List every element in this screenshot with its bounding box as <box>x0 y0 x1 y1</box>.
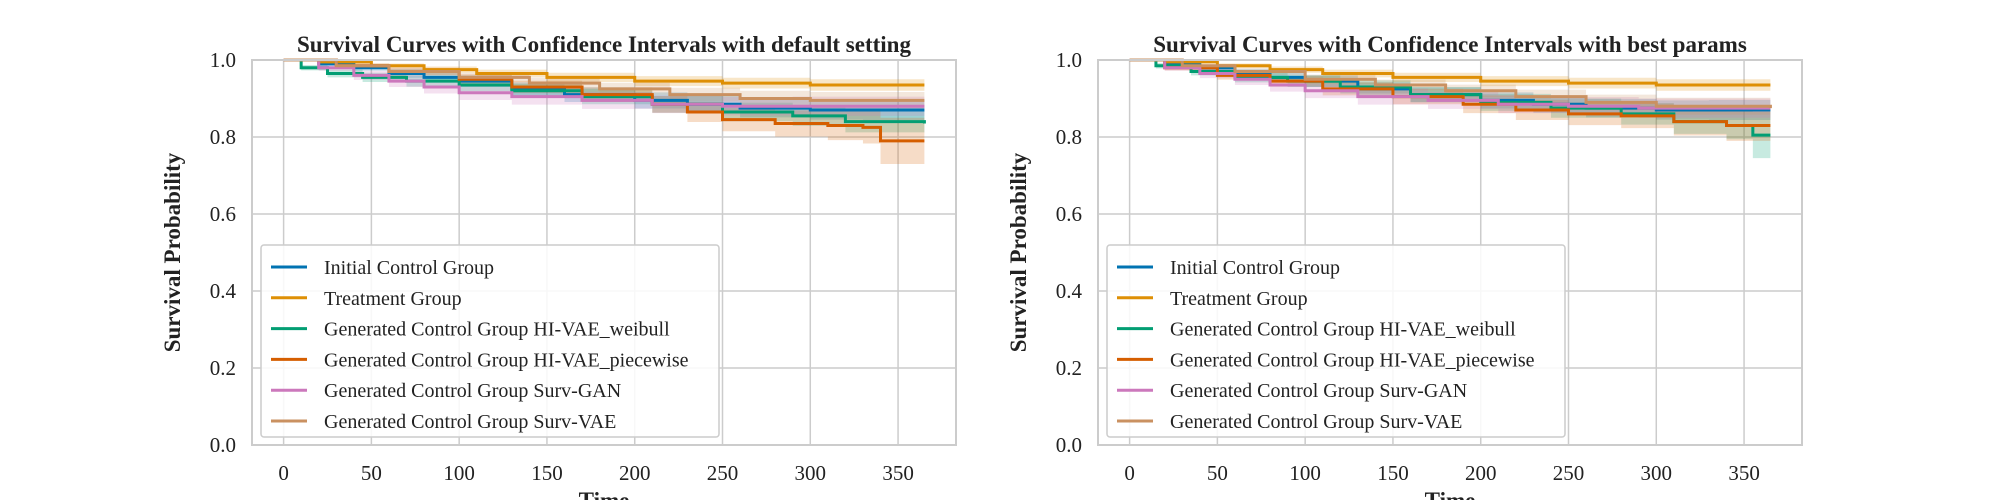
chart-panel-default-setting: 0 50 100 150 200 250 300 350 0.0 0.2 0.4 0.6 0.8 1.0 S… <box>160 32 957 500</box>
y-tick-label: 1.0 <box>210 48 236 72</box>
x-axis-label: Time <box>1425 488 1476 500</box>
legend: Initial Control Group Treatment Group Gene… <box>1106 244 1566 438</box>
x-tick-label: 350 <box>882 461 914 485</box>
survival-curve-6 <box>1129 58 1772 109</box>
survival-curve-5 <box>1129 58 1771 110</box>
survival-curve-2 <box>1129 58 1771 87</box>
y-tick-label: 0.8 <box>1056 125 1082 149</box>
confidence-band-5 <box>283 60 925 117</box>
x-tick-label: 250 <box>707 461 739 485</box>
legend-label-5: Generated Control Group Surv-GAN <box>324 380 621 402</box>
legend-label-1: Initial Control Group <box>324 257 494 279</box>
y-tick-label: 0.8 <box>210 125 236 149</box>
x-tick-label: 100 <box>1289 461 1321 485</box>
legend-label-3: Generated Control Group HI-VAE_weibull <box>1170 319 1516 341</box>
x-tick-label: 200 <box>619 461 651 485</box>
plot-frame <box>1097 59 1803 446</box>
chart-title: Survival Curves with Confidence Interval… <box>1153 32 1747 57</box>
y-tick-label: 1.0 <box>1056 48 1082 72</box>
legend-label-1: Initial Control Group <box>1170 257 1340 279</box>
y-tick-label: 0.4 <box>210 279 237 303</box>
legend-label-6: Generated Control Group Surv-VAE <box>324 411 616 433</box>
x-tick-label: 300 <box>795 461 827 485</box>
legend-label-2: Treatment Group <box>324 288 462 310</box>
x-tick-label: 200 <box>1465 461 1497 485</box>
survival-curve-6 <box>283 58 925 102</box>
legend-label-6: Generated Control Group Surv-VAE <box>1170 411 1462 433</box>
y-tick-label: 0.0 <box>1056 433 1082 457</box>
legend-label-4: Generated Control Group HI-VAE_piecewise <box>324 349 689 371</box>
x-tick-label: 350 <box>1728 461 1760 485</box>
x-tick-label: 150 <box>1377 461 1409 485</box>
x-tick-label: 50 <box>361 461 382 485</box>
y-tick-label: 0.0 <box>210 433 236 457</box>
confidence-band-4 <box>283 60 925 164</box>
x-axis-label: Time <box>579 488 630 500</box>
y-axis-label: Survival Probability <box>1006 152 1031 352</box>
x-tick-label: 150 <box>531 461 563 485</box>
x-tick-label: 0 <box>278 461 289 485</box>
legend-label-4: Generated Control Group HI-VAE_piecewise <box>1170 349 1535 371</box>
legend-box <box>1106 244 1566 438</box>
y-tick-label: 0.6 <box>210 202 236 226</box>
y-tick-label: 0.2 <box>210 356 236 380</box>
y-axis-label: Survival Probability <box>160 152 185 352</box>
chart-panel-best-params: 0 50 100 150 200 250 300 350 0.0 0.2 0.4 0.6 0.8 1.0 S… <box>1006 32 1803 500</box>
legend-label-5: Generated Control Group Surv-GAN <box>1170 380 1467 402</box>
plot-frame <box>251 59 957 446</box>
x-tick-label: 0 <box>1124 461 1135 485</box>
legend-box <box>260 244 720 438</box>
legend-label-2: Treatment Group <box>1170 288 1308 310</box>
survival-curve-3 <box>283 58 926 124</box>
x-tick-label: 300 <box>1641 461 1673 485</box>
survival-curve-2 <box>283 58 925 87</box>
survival-curve-5 <box>283 58 925 108</box>
x-tick-label: 250 <box>1553 461 1585 485</box>
y-tick-label: 0.4 <box>1056 279 1083 303</box>
y-tick-label: 0.6 <box>1056 202 1082 226</box>
y-tick-label: 0.2 <box>1056 356 1082 380</box>
legend: Initial Control Group Treatment Group Gene… <box>260 244 720 438</box>
x-tick-label: 100 <box>443 461 475 485</box>
chart-title: Survival Curves with Confidence Interval… <box>297 32 911 57</box>
x-tick-label: 50 <box>1207 461 1228 485</box>
legend-label-3: Generated Control Group HI-VAE_weibull <box>324 319 670 341</box>
